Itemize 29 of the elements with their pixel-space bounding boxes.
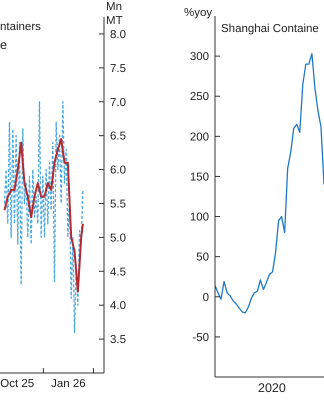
y-tick-label: 300 — [190, 51, 209, 64]
text: Shanghai Containe — [221, 23, 319, 35]
y2-tick-label: 7.0 — [110, 96, 126, 109]
y2-tick-label: 7.5 — [110, 62, 126, 75]
y2-tick-label: 8.0 — [110, 28, 126, 41]
y-tick-label: 100 — [190, 212, 209, 224]
x-tick-label: Oct 25 — [0, 378, 34, 390]
y2-axis-title: Mn MT — [106, 0, 124, 28]
x-tick-label: Jan 26 — [51, 378, 86, 390]
line-series — [4, 101, 84, 333]
text: 2020 — [258, 381, 286, 395]
y2-tick-label: 6.0 — [110, 164, 126, 177]
y-tick-label: 0 — [202, 292, 209, 304]
y2-tick-label: 5.0 — [110, 232, 126, 244]
line-series — [3, 138, 84, 293]
y-tick-label: 50 — [196, 252, 209, 264]
y2-tick-label: 5.5 — [110, 198, 126, 210]
y2-tick-label: 3.5 — [110, 334, 126, 346]
y2-tick-label: 4.0 — [110, 300, 126, 312]
annotation: e — [0, 38, 7, 52]
y-tick-label: 250 — [190, 91, 209, 104]
y-tick-label: 200 — [190, 131, 209, 144]
y-tick-label: -50 — [192, 332, 209, 344]
y-tick-label: 150 — [190, 171, 209, 184]
y2-tick-label: 4.5 — [110, 266, 126, 278]
y2-tick-label: 6.5 — [110, 130, 126, 143]
chart-title: ntainers — [0, 21, 41, 33]
y-axis-title: %yoy — [184, 6, 214, 20]
line-series — [215, 53, 324, 314]
